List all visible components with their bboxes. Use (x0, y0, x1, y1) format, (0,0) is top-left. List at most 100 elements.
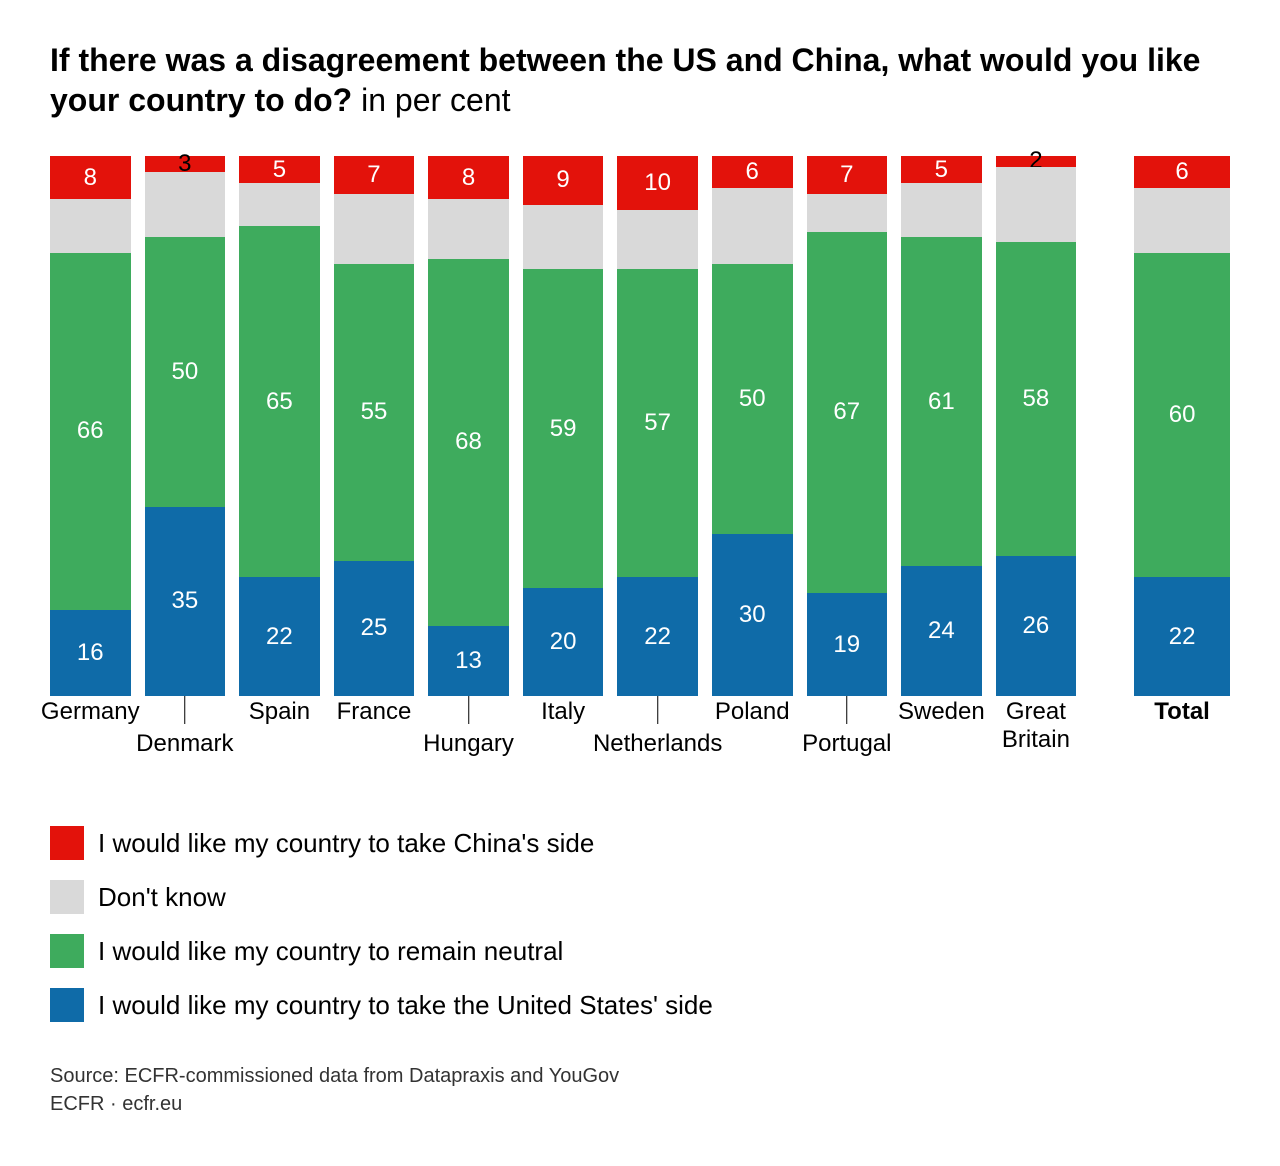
bar-segment-china: 6 (712, 156, 793, 188)
legend-item-neutral: I would like my country to remain neutra… (50, 934, 1230, 968)
bar-segment-neutral: 66 (50, 253, 131, 609)
legend-label: I would like my country to take China's … (98, 828, 594, 859)
x-tick (846, 696, 848, 724)
bar-group-countries: 86616Germany35035Denmark56522Spain75525F… (50, 156, 1076, 776)
bar-column: 7 5525France (334, 156, 415, 776)
bar-segment-china: 7 (334, 156, 415, 194)
chart-title-unit: in per cent (352, 82, 510, 118)
stacked-bar: 9 5920 (523, 156, 604, 696)
bar-column: 65030Poland (712, 156, 793, 776)
legend-item-china: I would like my country to take China's … (50, 826, 1230, 860)
bar-column-total: 6 6022Total (1134, 156, 1230, 776)
bar-segment-china: 5 (239, 156, 320, 183)
legend: I would like my country to take China's … (50, 826, 1230, 1022)
x-tick (468, 696, 470, 724)
stacked-bar: 3 5035 (145, 156, 226, 696)
x-axis-label: Hungary (423, 730, 514, 758)
bar-column: 9 5920Italy (523, 156, 604, 776)
legend-swatch (50, 988, 84, 1022)
bar-segment-dontknow (334, 194, 415, 264)
bar-segment-china: 6 (1134, 156, 1230, 188)
legend-swatch (50, 880, 84, 914)
bar-segment-us: 22 (1134, 577, 1230, 696)
x-axis-label: Italy (541, 698, 585, 726)
bar-segment-china: 3 (145, 156, 226, 172)
bar-column: 7 6719Portugal (807, 156, 888, 776)
stacked-bar: 6 6022 (1134, 156, 1230, 696)
bar-segment-neutral: 58 (996, 242, 1077, 555)
source-line: Source: ECFR-commissioned data from Data… (50, 1062, 1230, 1090)
x-axis-label: Spain (249, 698, 310, 726)
legend-swatch (50, 826, 84, 860)
bar-segment-us: 30 (712, 534, 793, 696)
x-axis-label: France (337, 698, 412, 726)
x-label-wrap: France (334, 696, 415, 776)
x-label-wrap: Denmark (145, 696, 226, 776)
bar-segment-neutral: 59 (523, 269, 604, 588)
x-axis-label: Sweden (898, 698, 985, 726)
bar-segment-dontknow (523, 205, 604, 270)
bar-segment-us: 25 (334, 561, 415, 696)
stacked-bar: 7 6719 (807, 156, 888, 696)
bar-segment-neutral: 55 (334, 264, 415, 561)
x-tick (657, 696, 659, 724)
bar-segment-neutral: 50 (145, 237, 226, 507)
chart-title: If there was a disagreement between the … (50, 42, 1200, 118)
x-axis-label: Germany (41, 698, 140, 726)
legend-item-dontknow: Don't know (50, 880, 1230, 914)
x-axis-label: GreatBritain (1002, 698, 1070, 753)
x-label-wrap: Germany (50, 696, 131, 776)
bar-segment-neutral: 57 (617, 269, 698, 577)
chart-title-block: If there was a disagreement between the … (50, 40, 1230, 120)
x-label-wrap: Total (1134, 696, 1230, 776)
bar-segment-china: 7 (807, 156, 888, 194)
bar-segment-us: 20 (523, 588, 604, 696)
bar-segment-neutral: 67 (807, 232, 888, 594)
bar-segment-dontknow (145, 172, 226, 237)
bar-segment-china: 8 (50, 156, 131, 199)
x-axis-label: Denmark (136, 730, 233, 758)
x-label-wrap: GreatBritain (996, 696, 1077, 776)
bar-segment-us: 19 (807, 593, 888, 696)
stacked-bar: 86813 (428, 156, 509, 696)
x-label-wrap: Portugal (807, 696, 888, 776)
x-label-wrap: Netherlands (617, 696, 698, 776)
stacked-bar: 10 5722 (617, 156, 698, 696)
bar-segment-dontknow (901, 183, 982, 237)
bar-segment-us: 24 (901, 566, 982, 696)
stacked-bar: 25826 (996, 156, 1077, 696)
bar-column: 3 5035Denmark (145, 156, 226, 776)
x-label-wrap: Hungary (428, 696, 509, 776)
stacked-bar: 65030 (712, 156, 793, 696)
bar-segment-dontknow (428, 199, 509, 258)
x-axis-label: Total (1154, 698, 1210, 726)
stacked-bar-chart: 86616Germany35035Denmark56522Spain75525F… (50, 156, 1230, 776)
bar-group-total: 6 6022Total (1134, 156, 1230, 776)
bar-segment-dontknow (617, 210, 698, 269)
bar-column: 10 5722Netherlands (617, 156, 698, 776)
bar-segment-us: 22 (617, 577, 698, 696)
legend-label: I would like my country to take the Unit… (98, 990, 713, 1021)
bar-segment-neutral: 65 (239, 226, 320, 577)
stacked-bar: 5 6522 (239, 156, 320, 696)
bar-segment-us: 35 (145, 507, 226, 696)
legend-label: I would like my country to remain neutra… (98, 936, 563, 967)
x-axis-label: Portugal (802, 730, 891, 758)
bar-segment-neutral: 60 (1134, 253, 1230, 577)
bar-column: 5 6522Spain (239, 156, 320, 776)
x-tick (184, 696, 186, 724)
x-label-wrap: Sweden (901, 696, 982, 776)
x-label-wrap: Italy (523, 696, 604, 776)
bar-segment-china: 8 (428, 156, 509, 199)
stacked-bar: 56124 (901, 156, 982, 696)
bar-segment-dontknow (50, 199, 131, 253)
x-axis-label: Poland (715, 698, 790, 726)
source-block: Source: ECFR-commissioned data from Data… (50, 1062, 1230, 1118)
bar-segment-china: 9 (523, 156, 604, 205)
bar-segment-us: 22 (239, 577, 320, 696)
legend-item-us: I would like my country to take the Unit… (50, 988, 1230, 1022)
bar-segment-china: 2 (996, 156, 1077, 167)
bar-column: 86813Hungary (428, 156, 509, 776)
bar-segment-china: 10 (617, 156, 698, 210)
bar-segment-dontknow (1134, 188, 1230, 253)
